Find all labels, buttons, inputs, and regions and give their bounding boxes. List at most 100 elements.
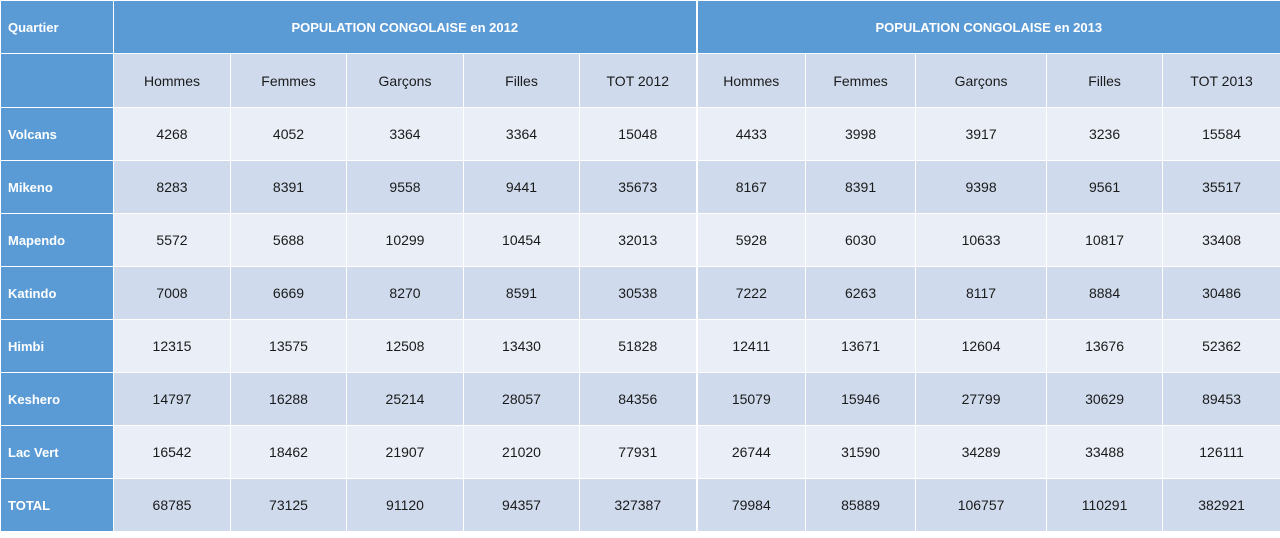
table-row: Keshero 14797 16288 25214 28057 84356 15079 159… [0, 372, 1280, 426]
table-row: Volcans 4268 4052 3364 3364 15048 4433 3998 3917… [0, 107, 1280, 161]
cell-2013: 12411 [695, 319, 807, 373]
cell-2012: 18462 [230, 425, 347, 479]
group-header-2012: POPULATION CONGOLAISE en 2012 [112, 0, 698, 54]
header-row-columns: Hommes Femmes Garçons Filles TOT 2012 Ho… [0, 53, 1280, 108]
cell-2012: 10454 [463, 213, 580, 267]
cell-2013: 382921 [1162, 478, 1280, 532]
cell-2013: 52362 [1162, 319, 1280, 373]
cell-2012: 8591 [463, 266, 580, 320]
cell-2013: 9561 [1046, 160, 1164, 214]
cell-2012: 21020 [463, 425, 580, 479]
cell-2012: 84356 [578, 372, 698, 426]
cell-2012: 5572 [113, 213, 231, 267]
cell-2012: 13430 [463, 319, 580, 373]
cell-2013: 126111 [1162, 425, 1280, 479]
cell-2013: 26744 [695, 425, 807, 479]
row-label: Mikeno [0, 160, 114, 214]
cell-2013: 3236 [1046, 107, 1164, 161]
column-header: Garçons [346, 53, 464, 108]
cell-2012: 3364 [346, 107, 464, 161]
cell-2013: 13671 [805, 319, 917, 373]
cell-2013: 8391 [805, 160, 917, 214]
cell-2013: 12604 [915, 319, 1048, 373]
cell-2012: 77931 [578, 425, 698, 479]
table-row: Mikeno 8283 8391 9558 9441 35673 8167 8391 9398 9… [0, 160, 1280, 214]
cell-2013: 3998 [805, 107, 917, 161]
row-label: Mapendo [0, 213, 114, 267]
cell-2012: 4268 [113, 107, 231, 161]
cell-2012: 13575 [230, 319, 347, 373]
cell-2012: 9558 [346, 160, 464, 214]
cell-2012: 30538 [578, 266, 698, 320]
column-header: Femmes [230, 53, 347, 108]
cell-2012: 94357 [463, 478, 580, 532]
cell-2013: 15079 [695, 372, 807, 426]
row-label: Lac Vert [0, 425, 114, 479]
cell-2012: 91120 [346, 478, 464, 532]
column-header: Femmes [805, 53, 917, 108]
cell-2012: 51828 [578, 319, 698, 373]
column-header: TOT 2013 [1162, 53, 1280, 108]
corner-blank-cell [0, 53, 114, 108]
cell-2013: 33488 [1046, 425, 1164, 479]
cell-2013: 85889 [805, 478, 917, 532]
cell-2012: 7008 [113, 266, 231, 320]
cell-2013: 13676 [1046, 319, 1164, 373]
cell-2013: 5928 [695, 213, 807, 267]
row-label: Katindo [0, 266, 114, 320]
cell-2012: 32013 [578, 213, 698, 267]
cell-2013: 31590 [805, 425, 917, 479]
cell-2013: 79984 [695, 478, 807, 532]
cell-2012: 14797 [113, 372, 231, 426]
column-header: Hommes [695, 53, 807, 108]
table-row: TOTAL 68785 73125 91120 94357 327387 79984 8588… [0, 478, 1280, 532]
cell-2012: 28057 [463, 372, 580, 426]
cell-2012: 6669 [230, 266, 347, 320]
cell-2012: 25214 [346, 372, 464, 426]
table-row: Katindo 7008 6669 8270 8591 30538 7222 6263 8117… [0, 266, 1280, 320]
column-header: Filles [1046, 53, 1164, 108]
column-header: TOT 2012 [578, 53, 698, 108]
cell-2013: 15946 [805, 372, 917, 426]
cell-2012: 8391 [230, 160, 347, 214]
cell-2013: 6263 [805, 266, 917, 320]
cell-2013: 106757 [915, 478, 1048, 532]
cell-2013: 33408 [1162, 213, 1280, 267]
cell-2013: 8884 [1046, 266, 1164, 320]
cell-2013: 8167 [695, 160, 807, 214]
cell-2012: 68785 [113, 478, 231, 532]
cell-2013: 3917 [915, 107, 1048, 161]
cell-2012: 73125 [230, 478, 347, 532]
group-header-2013: POPULATION CONGOLAISE en 2013 [695, 0, 1280, 54]
cell-2013: 8117 [915, 266, 1048, 320]
header-row-groups: Quartier POPULATION CONGOLAISE en 2012 P… [0, 0, 1280, 54]
cell-2013: 10633 [915, 213, 1048, 267]
cell-2013: 34289 [915, 425, 1048, 479]
cell-2012: 8270 [346, 266, 464, 320]
table-body: Volcans 4268 4052 3364 3364 15048 4433 3998 3917… [0, 107, 1280, 532]
column-header: Filles [463, 53, 580, 108]
cell-2013: 4433 [695, 107, 807, 161]
cell-2013: 30486 [1162, 266, 1280, 320]
cell-2012: 10299 [346, 213, 464, 267]
cell-2012: 4052 [230, 107, 347, 161]
cell-2013: 89453 [1162, 372, 1280, 426]
cell-2012: 16288 [230, 372, 347, 426]
cell-2012: 5688 [230, 213, 347, 267]
cell-2012: 8283 [113, 160, 231, 214]
row-label: Himbi [0, 319, 114, 373]
cell-2012: 21907 [346, 425, 464, 479]
table-row: Mapendo 5572 5688 10299 10454 32013 5928 6030 10… [0, 213, 1280, 267]
cell-2012: 16542 [113, 425, 231, 479]
row-label: Keshero [0, 372, 114, 426]
row-label: Volcans [0, 107, 114, 161]
cell-2012: 15048 [578, 107, 698, 161]
cell-2013: 6030 [805, 213, 917, 267]
quartier-header: Quartier [0, 0, 114, 54]
cell-2013: 7222 [695, 266, 807, 320]
cell-2013: 27799 [915, 372, 1048, 426]
cell-2013: 35517 [1162, 160, 1280, 214]
table-row: Lac Vert 16542 18462 21907 21020 77931 26744 31… [0, 425, 1280, 479]
cell-2012: 12315 [113, 319, 231, 373]
